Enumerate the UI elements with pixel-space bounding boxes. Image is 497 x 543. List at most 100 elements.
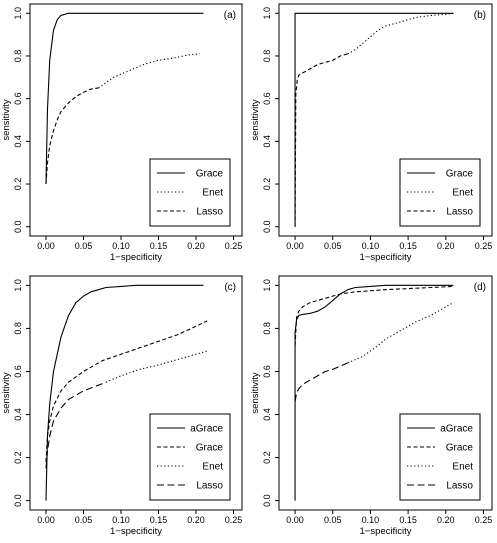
legend-label: Lasso: [196, 481, 223, 492]
legend-label: Grace: [196, 443, 224, 454]
plot-frame: [278, 3, 493, 237]
series-line-grace: [45, 12, 204, 185]
x-tick-label: 0.00: [286, 515, 304, 525]
y-tick-label: 0.0: [13, 220, 23, 233]
legend-label: Grace: [446, 169, 474, 180]
series-line-enet: [347, 302, 454, 364]
y-tick-label: 0.2: [262, 178, 272, 191]
y-tick-label: 0.4: [13, 135, 23, 148]
series-line-lasso: [45, 381, 107, 469]
y-tick-label: 0.0: [262, 220, 272, 233]
x-tick-label: 0.25: [225, 241, 243, 251]
legend-label: Enet: [452, 188, 473, 199]
series-line-enet: [98, 53, 200, 89]
series-line-lasso: [45, 87, 99, 185]
x-tick-label: 0.15: [399, 515, 417, 525]
panel-label: (d): [474, 282, 486, 293]
panel-label: (c): [224, 282, 236, 293]
y-tick-label: 0.2: [262, 451, 272, 464]
y-tick-label: 0.4: [262, 408, 272, 421]
panel-label: (a): [224, 10, 236, 21]
legend-label: Grace: [196, 169, 224, 180]
x-tick-label: 0.15: [399, 241, 417, 251]
x-tick-label: 0.25: [475, 515, 493, 525]
x-axis-label: 1−specificity: [110, 526, 162, 537]
chart-panel-3: 0.00 0.05 0.10 0.15 0.20 0.25 0.0 0.2 0.4 0.6 0.8 1…: [1, 275, 243, 537]
x-tick-label: 0.25: [225, 515, 243, 525]
legend-label: Lasso: [196, 207, 223, 218]
x-tick-label: 0.10: [362, 515, 380, 525]
series-line-agrace: [45, 284, 204, 501]
legend-label: Lasso: [446, 481, 473, 492]
y-tick-label: 0.2: [13, 451, 23, 464]
x-axis-label: 1−specificity: [359, 252, 411, 263]
y-tick-label: 1.0: [13, 7, 23, 20]
legend: aGrace Grace Enet Lasso: [399, 413, 481, 501]
chart-panel-1: 0.00 0.05 0.10 0.15 0.20 0.25 0.0 0.2 0.4 0.6 0.8 1…: [1, 3, 243, 263]
x-tick-label: 0.00: [37, 515, 55, 525]
legend-box: [399, 158, 481, 227]
series-line-enet: [347, 12, 454, 55]
x-tick-label: 0.20: [187, 515, 205, 525]
x-tick-label: 0.10: [112, 515, 130, 525]
chart-panel-2: 0.00 0.05 0.10 0.15 0.20 0.25 0.0 0.2 0.4 0.6 0.8 1…: [250, 3, 493, 263]
y-tick-label: 0.6: [13, 92, 23, 105]
x-tick-label: 0.25: [475, 241, 493, 251]
series-line-lasso: [294, 362, 349, 402]
y-axis-label: sensitivity: [1, 99, 12, 140]
legend-label: aGrace: [440, 424, 473, 435]
x-tick-label: 0.20: [437, 241, 455, 251]
panel-label: (b): [474, 10, 486, 21]
x-tick-label: 0.10: [112, 241, 130, 251]
y-tick-label: 1.0: [262, 7, 272, 20]
legend-label: Grace: [446, 443, 474, 454]
series-line-grace: [294, 285, 454, 346]
x-tick-label: 0.05: [324, 515, 342, 525]
y-tick-label: 0.6: [262, 92, 272, 105]
x-axis-label: 1−specificity: [359, 526, 411, 537]
y-tick-label: 0.4: [13, 408, 23, 421]
series-line-grace: [294, 12, 454, 227]
y-tick-label: 1.0: [262, 279, 272, 292]
x-tick-label: 0.20: [437, 515, 455, 525]
y-axis-label: sensitivity: [250, 99, 261, 140]
x-axis-label: 1−specificity: [110, 252, 162, 263]
y-tick-label: 0.4: [262, 135, 272, 148]
legend: aGrace Grace Enet Lasso: [149, 413, 231, 501]
series-line-grace: [45, 320, 208, 462]
x-tick-label: 0.15: [150, 515, 168, 525]
y-tick-label: 0.0: [262, 494, 272, 507]
legend-label: Lasso: [446, 207, 473, 218]
legend-label: Enet: [202, 462, 223, 473]
legend: Grace Enet Lasso: [149, 158, 231, 227]
y-tick-label: 0.6: [262, 365, 272, 378]
legend: Grace Enet Lasso: [399, 158, 481, 227]
y-tick-label: 0.8: [262, 50, 272, 63]
y-tick-label: 0.0: [13, 494, 23, 507]
series-line-lasso: [294, 53, 348, 227]
y-tick-label: 0.6: [13, 365, 23, 378]
x-tick-label: 0.20: [187, 241, 205, 251]
y-tick-label: 0.8: [13, 50, 23, 63]
x-tick-label: 0.00: [37, 241, 55, 251]
x-tick-label: 0.00: [286, 241, 304, 251]
x-tick-label: 0.05: [75, 241, 93, 251]
plot-frame: [29, 275, 243, 511]
y-axis-label: sensitivity: [250, 372, 261, 413]
y-axis-label: sensitivity: [1, 372, 12, 413]
y-tick-label: 1.0: [13, 279, 23, 292]
legend-label: aGrace: [190, 424, 223, 435]
x-tick-label: 0.05: [75, 515, 93, 525]
chart-panel-4: 0.00 0.05 0.10 0.15 0.20 0.25 0.0 0.2 0.4 0.6 0.8 1…: [250, 275, 493, 537]
x-tick-label: 0.10: [362, 241, 380, 251]
legend-label: Enet: [452, 462, 473, 473]
x-tick-label: 0.15: [150, 241, 168, 251]
series-line-enet: [105, 350, 208, 383]
y-tick-label: 0.8: [13, 322, 23, 335]
plot-frame: [29, 3, 243, 237]
plot-frame: [278, 275, 493, 511]
y-tick-label: 0.8: [262, 322, 272, 335]
y-tick-label: 0.2: [13, 178, 23, 191]
legend-box: [149, 158, 231, 227]
